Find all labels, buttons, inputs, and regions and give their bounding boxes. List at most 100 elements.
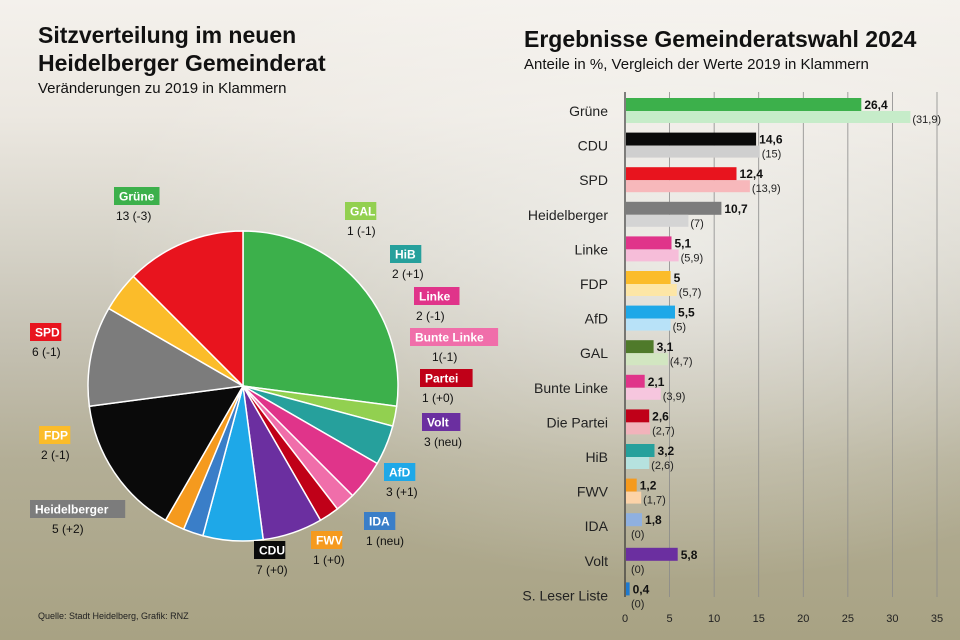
- bar-2024-heidelberger: [626, 201, 722, 215]
- bar-2024-hib: [626, 444, 655, 457]
- pie-label-box-cdu: [254, 541, 286, 559]
- value-label-2024-volt: 5,8: [681, 548, 698, 562]
- category-label-afd: AfD: [585, 311, 608, 327]
- pie-label-gruene: Grüne: [119, 190, 155, 204]
- pie-value-heidelberger: 5 (+2): [52, 522, 84, 536]
- pie-slice-heidelberger: [87, 307, 246, 408]
- pie-label-ida: IDA: [369, 515, 390, 529]
- value-label-2024-s-leser-liste: 0,4: [633, 582, 650, 596]
- value-label-2019-bunte-linke: (3,9): [663, 391, 686, 403]
- value-label-2024-linke: 5,1: [674, 236, 691, 250]
- bar-2024-gal: [626, 340, 654, 354]
- x-tick-label-25: 25: [842, 613, 854, 625]
- x-tick-label-15: 15: [753, 613, 765, 625]
- pie-label-volt: Volt: [427, 416, 449, 430]
- value-label-2019-gruene: (31,9): [912, 114, 941, 126]
- value-label-2024-die-partei: 2,6: [652, 409, 669, 423]
- pie-value-afd: 3 (+1): [386, 485, 418, 499]
- category-label-die-partei: Die Partei: [547, 414, 608, 430]
- pie-label-box-hib: [390, 245, 422, 263]
- category-label-spd: SPD: [579, 172, 608, 188]
- bar-2019-fwv: [626, 491, 642, 504]
- pie-label-spd: SPD: [35, 326, 60, 340]
- left-title-line1: Sitzverteilung im neuen: [38, 22, 297, 48]
- pie-label-cdu: CDU: [259, 544, 285, 558]
- bar-2019-bunte-linke: [626, 387, 661, 400]
- x-tick-label-5: 5: [667, 613, 673, 625]
- category-label-linke: Linke: [575, 241, 609, 257]
- bar-2024-s-leser-liste: [626, 582, 630, 596]
- value-label-2024-ida: 1,8: [645, 513, 662, 527]
- pie-label-box-fdp: [39, 426, 71, 444]
- pie-value-spd: 6 (-1): [32, 345, 61, 359]
- category-label-fdp: FDP: [580, 276, 608, 292]
- right-title: Ergebnisse Gemeinderatswahl 2024: [524, 26, 917, 52]
- value-label-2019-heidelberger: (7): [690, 218, 703, 230]
- category-label-heidelberger: Heidelberger: [528, 207, 608, 223]
- pie-label-box-gal: [345, 202, 377, 220]
- pie-slice-gruene: [242, 230, 399, 408]
- bar-2019-die-partei: [626, 422, 651, 435]
- value-label-2019-volt: (0): [631, 564, 644, 576]
- value-label-2024-hib: 3,2: [658, 444, 675, 458]
- bar-2019-cdu: [626, 145, 760, 158]
- x-tick-label-10: 10: [708, 613, 720, 625]
- bar-2019-heidelberger: [626, 214, 689, 227]
- category-label-s-leser-liste: S. Leser Liste: [522, 587, 608, 603]
- value-label-2019-die-partei: (2,7): [652, 425, 675, 437]
- bar-2024-fdp: [626, 271, 671, 284]
- x-tick-label-30: 30: [886, 613, 898, 625]
- value-label-2019-afd: (5): [673, 322, 686, 334]
- pie-value-hib: 2 (+1): [392, 267, 424, 281]
- bar-2019-fdp: [626, 284, 677, 296]
- x-tick-label-20: 20: [797, 613, 809, 625]
- bar-2024-spd: [626, 167, 737, 181]
- pie-label-box-partei: [420, 369, 473, 387]
- bar-2019-gal: [626, 353, 668, 366]
- bar-2024-die-partei: [626, 409, 650, 423]
- pie-label-heidelberger: Heidelberger: [35, 503, 109, 517]
- value-label-2024-gal: 3,1: [657, 340, 674, 354]
- pie-slice-cdu: [88, 385, 245, 522]
- value-label-2019-cdu: (15): [762, 149, 782, 161]
- pie-value-partei: 1 (+0): [422, 391, 454, 405]
- value-label-2019-gal: (4,7): [670, 356, 693, 368]
- bar-2024-ida: [626, 513, 642, 527]
- pie-slice-spd: [132, 230, 244, 388]
- bar-2024-gruene: [626, 98, 862, 111]
- pie-label-box-heidelberger: [30, 500, 126, 518]
- pie-label-box-afd: [384, 463, 416, 481]
- pie-label-bunte-linke: Bunte Linke: [415, 331, 484, 345]
- pie-label-box-ida: [364, 512, 396, 530]
- bar-2019-gruene: [626, 111, 911, 123]
- source-note: Quelle: Stadt Heidelberg, Grafik: RNZ: [38, 611, 189, 621]
- value-label-2019-spd: (13,9): [752, 183, 781, 195]
- value-label-2019-fdp: (5,7): [679, 287, 702, 299]
- bar-2024-cdu: [626, 132, 757, 146]
- value-label-2024-heidelberger: 10,7: [724, 202, 748, 216]
- pie-label-box-gruene: [114, 187, 160, 205]
- bar-2024-fwv: [626, 478, 637, 492]
- left-title-line2: Heidelberger Gemeinderat: [38, 50, 326, 76]
- pie-value-fwv: 1 (+0): [313, 553, 345, 567]
- category-label-volt: Volt: [585, 553, 608, 569]
- pie-value-gruene: 13 (-3): [116, 209, 151, 223]
- pie-label-hib: HiB: [395, 248, 416, 262]
- bar-2019-spd: [626, 180, 750, 193]
- value-label-2024-fwv: 1,2: [640, 479, 657, 493]
- pie-label-gal: GAL: [350, 205, 375, 219]
- bar-2019-afd: [626, 318, 671, 331]
- pie-value-fdp: 2 (-1): [41, 448, 70, 462]
- bar-2019-linke: [626, 249, 679, 262]
- value-label-2024-spd: 12,4: [740, 167, 764, 181]
- x-tick-label-0: 0: [622, 613, 628, 625]
- pie-value-cdu: 7 (+0): [256, 563, 288, 577]
- pie-label-box-bunte-linke: [410, 328, 499, 346]
- pie-label-fwv: FWV: [316, 534, 343, 548]
- pie-label-linke: Linke: [419, 290, 451, 304]
- category-label-hib: HiB: [585, 449, 608, 465]
- pie-label-box-volt: [422, 413, 461, 431]
- bar-2024-bunte-linke: [626, 374, 645, 388]
